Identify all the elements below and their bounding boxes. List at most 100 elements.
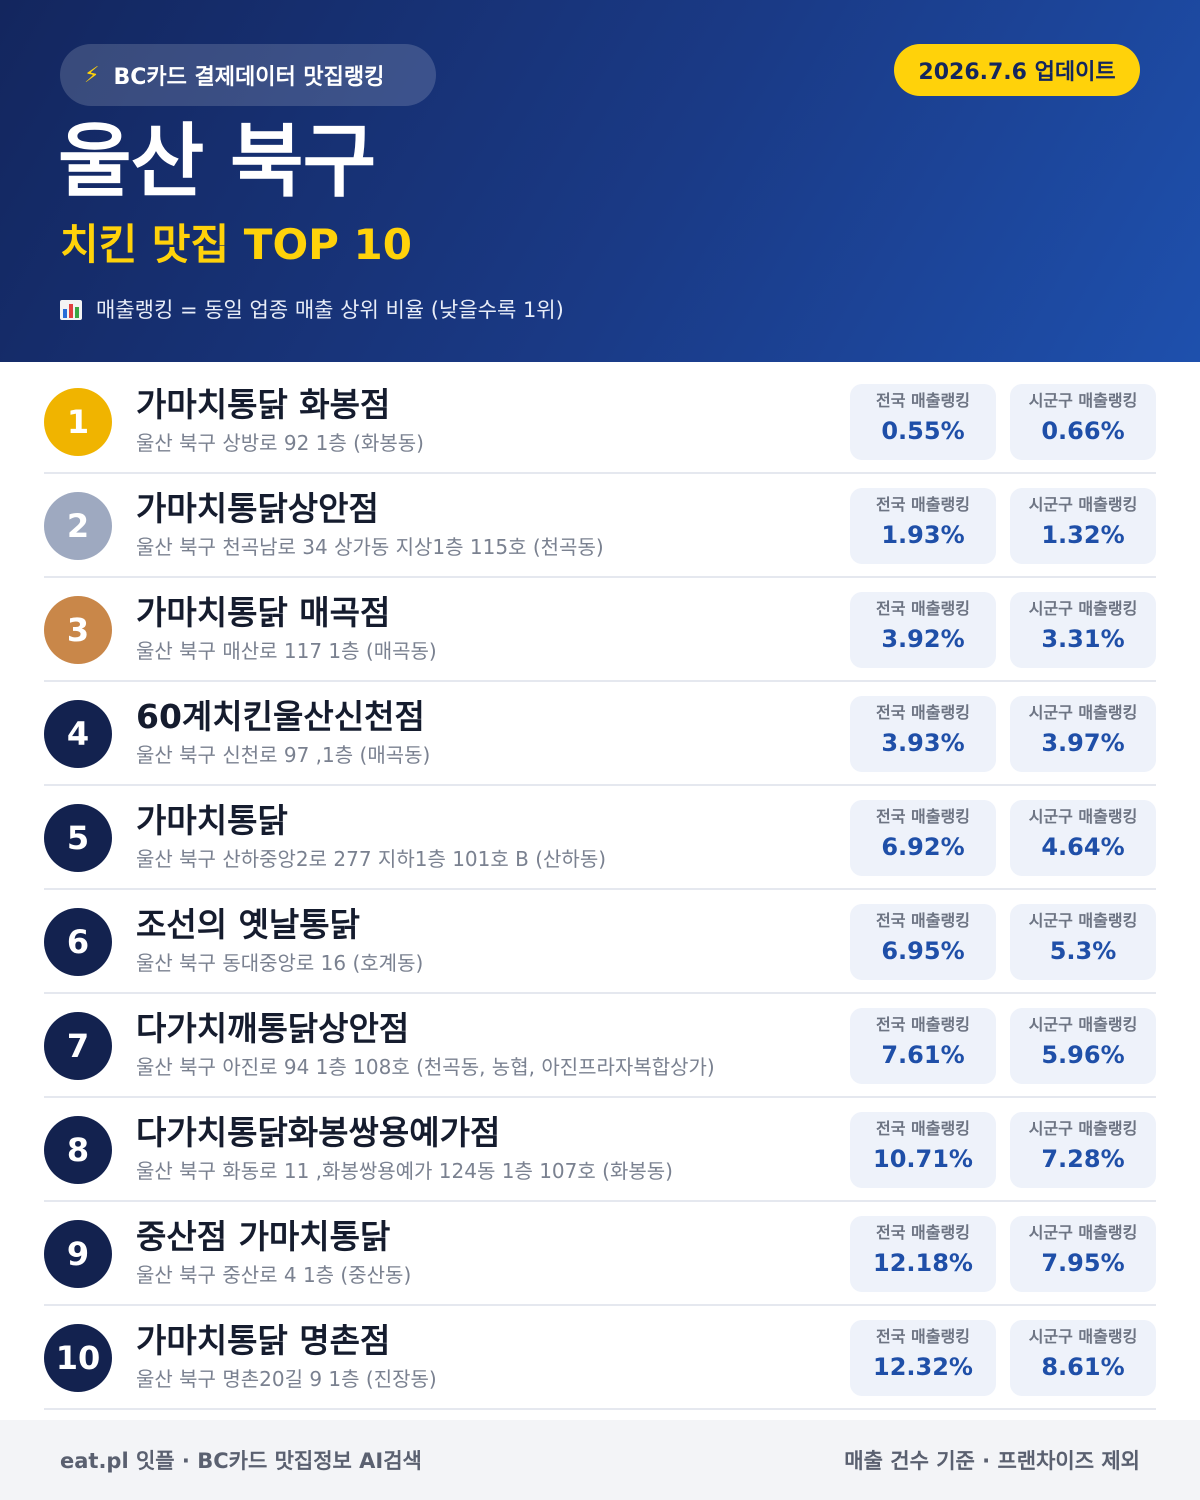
ranking-legend-note: 매출랭킹 = 동일 업종 매출 상위 비율 (낮을수록 1위) <box>60 294 564 326</box>
national-ranking-card: 전국 매출랭킹 7.61% <box>850 1008 996 1084</box>
local-ranking-label: 시군구 매출랭킹 <box>1028 1119 1138 1138</box>
page-subtitle: 치킨 맛집 TOP 10 <box>60 220 413 269</box>
local-ranking-card: 시군구 매출랭킹 1.32% <box>1010 488 1156 564</box>
local-ranking-value: 3.97% <box>1041 729 1125 757</box>
footer-source: eat.pl 잇플 · BC카드 맛집정보 AI검색 <box>60 1449 422 1473</box>
restaurant-name[interactable]: 가마치통닭 명촌점 <box>136 1321 391 1360</box>
national-ranking-card: 전국 매출랭킹 6.92% <box>850 800 996 876</box>
local-ranking-card: 시군구 매출랭킹 7.95% <box>1010 1216 1156 1292</box>
national-ranking-card: 전국 매출랭킹 1.93% <box>850 488 996 564</box>
national-ranking-value: 6.92% <box>881 833 965 861</box>
local-ranking-card: 시군구 매출랭킹 5.96% <box>1010 1008 1156 1084</box>
national-ranking-label: 전국 매출랭킹 <box>876 807 970 826</box>
rank-badge: 5 <box>44 804 112 872</box>
local-ranking-value: 0.66% <box>1041 417 1125 445</box>
local-ranking-value: 1.32% <box>1041 521 1125 549</box>
ranking-row[interactable]: 4 60계치킨울산신천점 울산 북구 신천로 97 ,1층 (매곡동) 전국 매출랭킹… <box>44 682 1156 786</box>
restaurant-address: 울산 북구 동대중앙로 16 (호계동) <box>136 951 424 975</box>
national-ranking-label: 전국 매출랭킹 <box>876 703 970 722</box>
national-ranking-label: 전국 매출랭킹 <box>876 1223 970 1242</box>
restaurant-address: 울산 북구 명촌20길 9 1층 (진장동) <box>136 1367 437 1391</box>
national-ranking-card: 전국 매출랭킹 0.55% <box>850 384 996 460</box>
ranking-row[interactable]: 2 가마치통닭상안점 울산 북구 천곡남로 34 상가동 지상1층 115호 (천곡… <box>44 474 1156 578</box>
legend-text: 매출랭킹 = 동일 업종 매출 상위 비율 (낮을수록 1위) <box>96 298 564 322</box>
restaurant-name[interactable]: 가마치통닭상안점 <box>136 489 379 528</box>
ranking-row[interactable]: 1 가마치통닭 화봉점 울산 북구 상방로 92 1층 (화봉동) 전국 매출랭킹 0.… <box>44 370 1156 474</box>
national-ranking-value: 10.71% <box>873 1145 973 1173</box>
source-badge: ⚡ BC카드 결제데이터 맛집랭킹 <box>60 44 436 106</box>
rank-badge: 3 <box>44 596 112 664</box>
restaurant-name[interactable]: 다가치통닭화봉쌍용예가점 <box>136 1113 501 1152</box>
local-ranking-card: 시군구 매출랭킹 7.28% <box>1010 1112 1156 1188</box>
national-ranking-card: 전국 매출랭킹 6.95% <box>850 904 996 980</box>
national-ranking-value: 3.93% <box>881 729 965 757</box>
restaurant-name[interactable]: 가마치통닭 매곡점 <box>136 593 391 632</box>
national-ranking-label: 전국 매출랭킹 <box>876 1119 970 1138</box>
local-ranking-value: 7.28% <box>1041 1145 1125 1173</box>
local-ranking-card: 시군구 매출랭킹 4.64% <box>1010 800 1156 876</box>
restaurant-address: 울산 북구 매산로 117 1층 (매곡동) <box>136 639 437 663</box>
local-ranking-label: 시군구 매출랭킹 <box>1028 391 1138 410</box>
ranking-list: 1 가마치통닭 화봉점 울산 북구 상방로 92 1층 (화봉동) 전국 매출랭킹 0.… <box>44 370 1156 1410</box>
restaurant-name[interactable]: 가마치통닭 <box>136 801 288 840</box>
restaurant-address: 울산 북구 천곡남로 34 상가동 지상1층 115호 (천곡동) <box>136 535 604 559</box>
national-ranking-value: 1.93% <box>881 521 965 549</box>
region-title: 울산 북구 <box>58 115 376 208</box>
lightning-bolt-icon: ⚡ <box>84 62 100 88</box>
local-ranking-label: 시군구 매출랭킹 <box>1028 495 1138 514</box>
local-ranking-value: 3.31% <box>1041 625 1125 653</box>
national-ranking-value: 3.92% <box>881 625 965 653</box>
rank-badge: 4 <box>44 700 112 768</box>
footer: eat.pl 잇플 · BC카드 맛집정보 AI검색 매출 건수 기준 · 프랜… <box>0 1420 1200 1500</box>
national-ranking-value: 12.32% <box>873 1353 973 1381</box>
header-banner: ⚡ BC카드 결제데이터 맛집랭킹 2026.7.6 업데이트 울산 북구 치킨… <box>0 0 1200 362</box>
restaurant-address: 울산 북구 상방로 92 1층 (화봉동) <box>136 431 424 455</box>
local-ranking-card: 시군구 매출랭킹 8.61% <box>1010 1320 1156 1396</box>
national-ranking-value: 12.18% <box>873 1249 973 1277</box>
rank-badge: 10 <box>44 1324 112 1392</box>
local-ranking-card: 시군구 매출랭킹 3.97% <box>1010 696 1156 772</box>
restaurant-name[interactable]: 가마치통닭 화봉점 <box>136 385 391 424</box>
national-ranking-value: 6.95% <box>881 937 965 965</box>
restaurant-address: 울산 북구 화동로 11 ,화봉쌍용예가 124동 1층 107호 (화봉동) <box>136 1159 673 1183</box>
restaurant-name[interactable]: 60계치킨울산신천점 <box>136 697 425 736</box>
local-ranking-label: 시군구 매출랭킹 <box>1028 807 1138 826</box>
local-ranking-label: 시군구 매출랭킹 <box>1028 1015 1138 1034</box>
restaurant-name[interactable]: 다가치깨통닭상안점 <box>136 1009 410 1048</box>
national-ranking-label: 전국 매출랭킹 <box>876 391 970 410</box>
update-date-badge: 2026.7.6 업데이트 <box>894 44 1140 96</box>
restaurant-address: 울산 북구 산하중앙2로 277 지하1층 101호 B (산하동) <box>136 847 607 871</box>
local-ranking-value: 5.3% <box>1049 937 1117 965</box>
local-ranking-label: 시군구 매출랭킹 <box>1028 599 1138 618</box>
local-ranking-value: 4.64% <box>1041 833 1125 861</box>
rank-badge: 7 <box>44 1012 112 1080</box>
source-label: BC카드 결제데이터 맛집랭킹 <box>113 65 385 90</box>
restaurant-name[interactable]: 중산점 가마치통닭 <box>136 1217 391 1256</box>
rank-badge: 6 <box>44 908 112 976</box>
bar-chart-icon <box>60 300 82 320</box>
rank-badge: 8 <box>44 1116 112 1184</box>
local-ranking-label: 시군구 매출랭킹 <box>1028 1327 1138 1346</box>
local-ranking-card: 시군구 매출랭킹 5.3% <box>1010 904 1156 980</box>
national-ranking-card: 전국 매출랭킹 10.71% <box>850 1112 996 1188</box>
national-ranking-card: 전국 매출랭킹 3.92% <box>850 592 996 668</box>
ranking-row[interactable]: 9 중산점 가마치통닭 울산 북구 중산로 4 1층 (중산동) 전국 매출랭킹 12.… <box>44 1202 1156 1306</box>
restaurant-name[interactable]: 조선의 옛날통닭 <box>136 905 361 944</box>
local-ranking-label: 시군구 매출랭킹 <box>1028 911 1138 930</box>
footer-note: 매출 건수 기준 · 프랜차이즈 제외 <box>844 1449 1140 1473</box>
national-ranking-card: 전국 매출랭킹 12.18% <box>850 1216 996 1292</box>
national-ranking-value: 7.61% <box>881 1041 965 1069</box>
national-ranking-card: 전국 매출랭킹 12.32% <box>850 1320 996 1396</box>
local-ranking-value: 8.61% <box>1041 1353 1125 1381</box>
restaurant-address: 울산 북구 아진로 94 1층 108호 (천곡동, 농협, 아진프라자복합상가… <box>136 1055 715 1079</box>
rank-badge: 9 <box>44 1220 112 1288</box>
local-ranking-card: 시군구 매출랭킹 3.31% <box>1010 592 1156 668</box>
national-ranking-label: 전국 매출랭킹 <box>876 1327 970 1346</box>
rank-badge: 1 <box>44 388 112 456</box>
